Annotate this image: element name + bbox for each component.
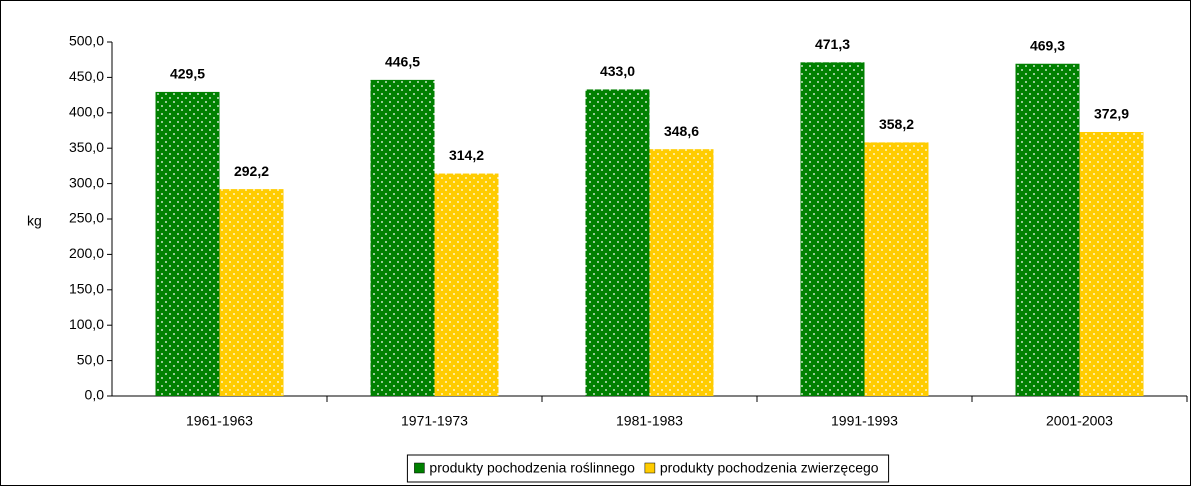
y-tick-label: 350,0 (69, 139, 104, 155)
bar-pattern (219, 189, 284, 396)
x-tick-label: 1981-1983 (616, 413, 683, 429)
y-tick-label: 200,0 (69, 245, 104, 261)
bar (155, 91, 220, 396)
legend-label: produkty pochodzenia roślinnego (429, 460, 635, 476)
bar (1079, 131, 1144, 396)
y-tick-label: 50,0 (77, 351, 104, 367)
bar (585, 89, 650, 396)
y-tick-label: 500,0 (69, 33, 104, 49)
value-label: 348,6 (664, 123, 699, 139)
bar (434, 173, 499, 396)
value-label: 446,5 (385, 54, 420, 70)
bar-pattern (434, 173, 499, 396)
y-tick-label: 150,0 (69, 281, 104, 297)
value-label: 433,0 (600, 63, 635, 79)
value-label: 314,2 (449, 147, 484, 163)
x-tick-label: 1971-1973 (401, 413, 468, 429)
bar-pattern (585, 89, 650, 396)
y-tick-label: 100,0 (69, 316, 104, 332)
y-tick-label: 400,0 (69, 104, 104, 120)
bar-pattern (155, 91, 220, 396)
bar-pattern (649, 149, 714, 396)
legend: produkty pochodzenia roślinnego produkty … (406, 454, 890, 483)
x-tick-label: 1991-1993 (831, 413, 898, 429)
x-tick-label: 1961-1963 (186, 413, 253, 429)
value-label: 469,3 (1030, 37, 1065, 53)
legend-swatch (644, 462, 656, 474)
value-label: 292,2 (234, 163, 269, 179)
value-label: 358,2 (879, 116, 914, 132)
value-label: 372,9 (1094, 106, 1129, 122)
bar (864, 142, 929, 396)
bar (649, 149, 714, 396)
y-tick-label: 450,0 (69, 68, 104, 84)
y-tick-label: 0,0 (85, 387, 105, 403)
legend-swatch (414, 462, 425, 474)
y-axis-label: kg (27, 213, 42, 229)
legend-label: produkty pochodzenia zwierzęcego (660, 460, 879, 476)
x-tick-label: 2001-2003 (1046, 413, 1113, 429)
bar-pattern (1079, 131, 1144, 396)
bar-pattern (1015, 63, 1080, 397)
bar (1015, 63, 1080, 397)
value-label: 429,5 (170, 66, 205, 82)
bar (370, 79, 435, 397)
bar-pattern (800, 62, 865, 396)
bar (219, 189, 284, 396)
y-tick-label: 250,0 (69, 210, 104, 226)
y-tick-label: 300,0 (69, 174, 104, 190)
bar-pattern (370, 79, 435, 397)
value-label: 471,3 (815, 36, 850, 52)
bar-pattern (864, 142, 929, 396)
bar (800, 62, 865, 396)
